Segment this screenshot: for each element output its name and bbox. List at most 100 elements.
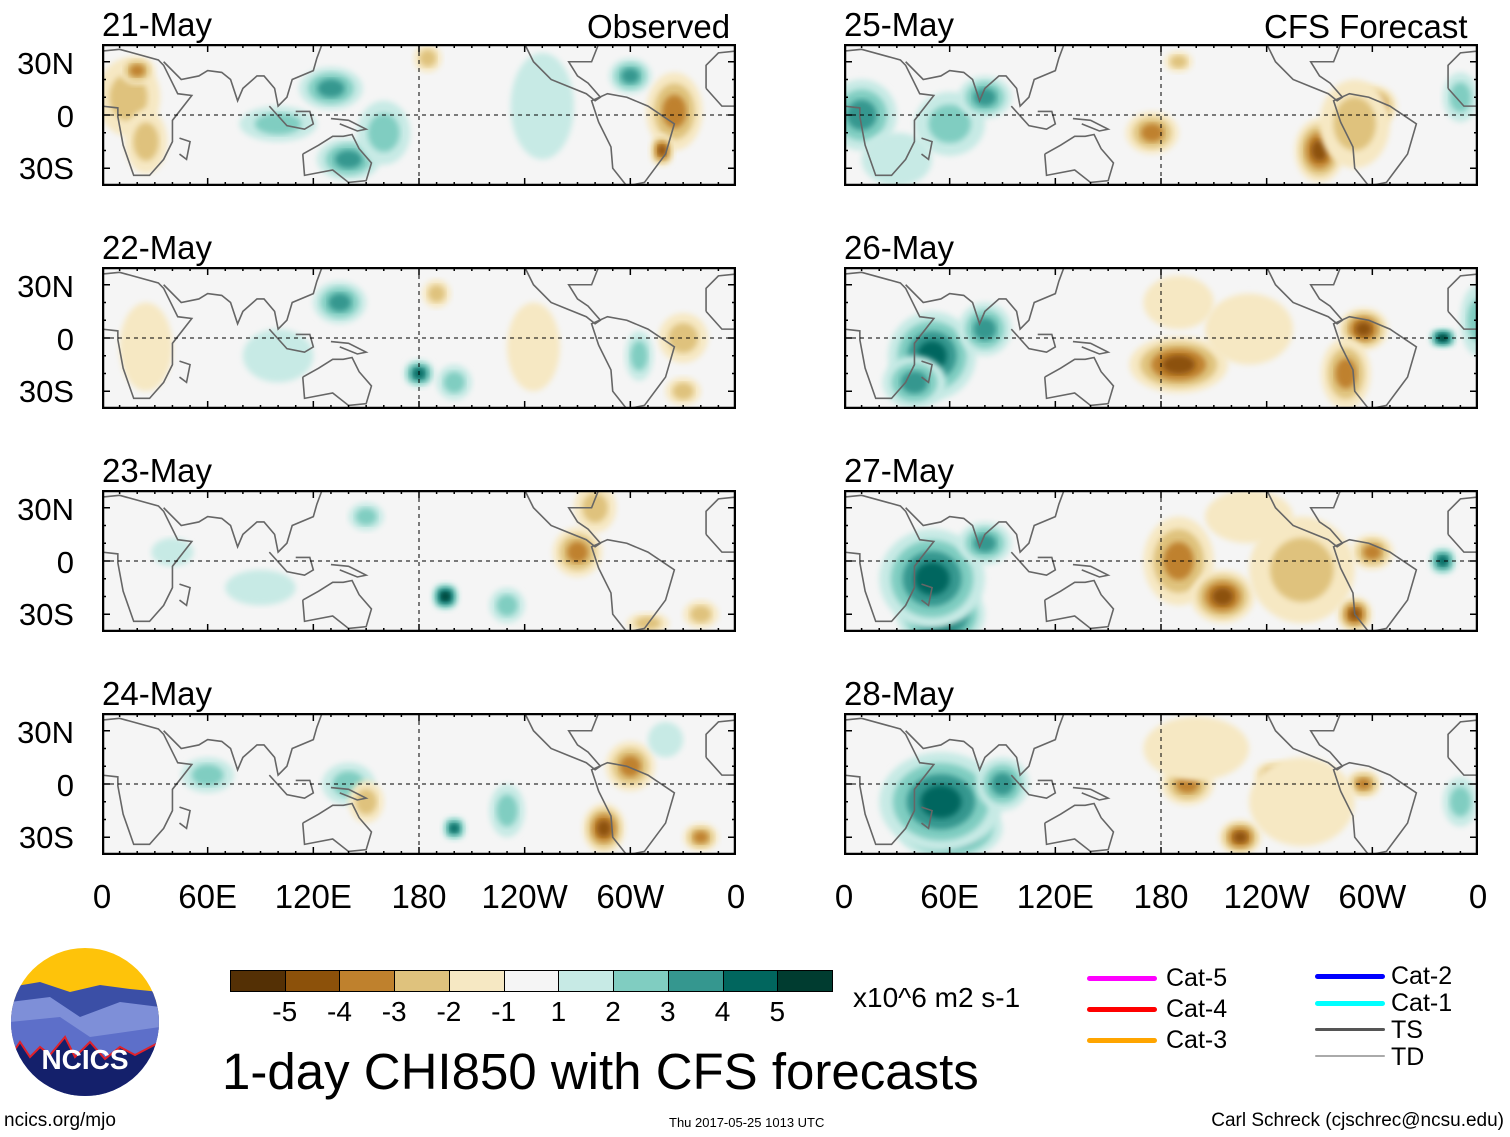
anomaly-contour (973, 317, 997, 341)
anomaly-contour (596, 820, 611, 837)
footer-url: ncics.org/mjo (4, 1110, 116, 1131)
coastline (268, 105, 315, 131)
map-panel-observed (102, 713, 736, 855)
lat-label: 30N (17, 715, 74, 750)
colorbar-swatch (284, 970, 341, 992)
coastline (163, 267, 323, 331)
anomaly-contour (1170, 55, 1188, 69)
anomaly-contour (582, 492, 608, 523)
anomaly-contour (914, 562, 950, 596)
coastline (844, 48, 936, 177)
lat-label: 30S (18, 151, 74, 186)
coastline (705, 496, 736, 553)
forecast-header: CFS Forecast (1264, 8, 1468, 45)
panel-date: 23-May (102, 452, 213, 489)
colorbar-swatch (558, 970, 615, 992)
map-panel-observed (102, 267, 736, 409)
coastline (590, 761, 676, 855)
anomaly-contour (861, 132, 933, 186)
anomaly-contour (1449, 786, 1471, 817)
colorbar-label: 2 (605, 996, 621, 1027)
coastline (268, 774, 315, 800)
colorbar-label: -4 (327, 996, 352, 1027)
anomaly-contour (443, 371, 465, 394)
storm-legend-label: Cat-2 (1391, 962, 1453, 990)
coastline (523, 713, 602, 771)
anomaly-contour (367, 113, 400, 152)
anomaly-contour (1438, 556, 1448, 566)
coastline (268, 328, 315, 354)
panel-date: 25-May (844, 6, 955, 43)
coastline (301, 802, 373, 853)
anomaly-contour (1438, 335, 1447, 341)
anomaly-contour (693, 831, 709, 844)
panel-date: 26-May (844, 229, 955, 266)
anomaly-contour (1143, 275, 1214, 330)
anomaly-contour (991, 772, 1014, 796)
anomaly-contour (428, 285, 446, 303)
panel-frame (102, 44, 736, 186)
anomaly-contour (328, 293, 352, 312)
storm-legend-line (1087, 976, 1157, 981)
anomaly-contour (1355, 777, 1372, 791)
coastline (301, 579, 373, 630)
coastline (1043, 133, 1115, 184)
anomaly-contour (1333, 97, 1376, 151)
coastline (1265, 267, 1344, 325)
coastline (905, 267, 1065, 331)
panel-frame (844, 44, 1478, 186)
coastline (179, 583, 191, 607)
anomaly-contour (419, 49, 437, 67)
coastline (590, 538, 676, 632)
storm-legend-line (1315, 974, 1385, 979)
coastline (1072, 340, 1111, 355)
coastline (330, 563, 369, 578)
coastline (590, 92, 676, 186)
coastline (1010, 105, 1057, 131)
map-panel-forecast (844, 44, 1478, 186)
storm-legend-label: Cat-1 (1391, 989, 1453, 1017)
anomaly-contour (119, 302, 173, 392)
coastline (102, 48, 194, 177)
coastline (844, 271, 936, 400)
coastline (1010, 551, 1057, 577)
lat-label: 0 (56, 767, 74, 803)
anomaly-contour (317, 79, 345, 98)
lon-label: 180 (1133, 878, 1189, 915)
coastline (1265, 44, 1344, 102)
anomaly-contour (1449, 82, 1471, 113)
colorbar-label: -1 (491, 996, 517, 1027)
coastline (179, 360, 191, 384)
lon-label: 60E (920, 878, 980, 915)
map-panel-forecast (844, 267, 1478, 409)
figure-title: 1-day CHI850 with CFS forecasts (222, 1043, 979, 1100)
anomaly-contour (619, 755, 641, 777)
lon-label: 0 (726, 878, 746, 915)
coastline (921, 583, 933, 607)
coastline (1332, 538, 1418, 632)
coastline (1332, 92, 1418, 186)
coastline (268, 551, 315, 577)
panel-date: 28-May (844, 675, 955, 712)
panel-date: 22-May (102, 229, 213, 266)
anomaly-contour (566, 541, 589, 563)
panel-date: 24-May (102, 675, 213, 712)
storm-legend-label: TD (1391, 1043, 1425, 1071)
anomaly-contour (450, 824, 459, 833)
panel-date: 21-May (102, 6, 213, 43)
colorbar-swatch (722, 970, 779, 992)
coastline (905, 490, 1065, 554)
anomaly-contour (355, 788, 377, 815)
colorbar-swatch (503, 970, 560, 992)
lon-label: 60W (1338, 878, 1407, 915)
ncics-logo: NCICS (11, 948, 159, 1096)
coastline (330, 340, 369, 355)
coastline (1447, 50, 1478, 107)
footer-timestamp: Thu 2017-05-25 1013 UTC (669, 1115, 825, 1130)
anomaly-contour (441, 592, 450, 601)
coastline (1332, 761, 1418, 855)
storm-legend-line (1087, 1007, 1157, 1012)
anomaly-contour (133, 122, 159, 161)
logo-text: NCICS (41, 1044, 128, 1075)
